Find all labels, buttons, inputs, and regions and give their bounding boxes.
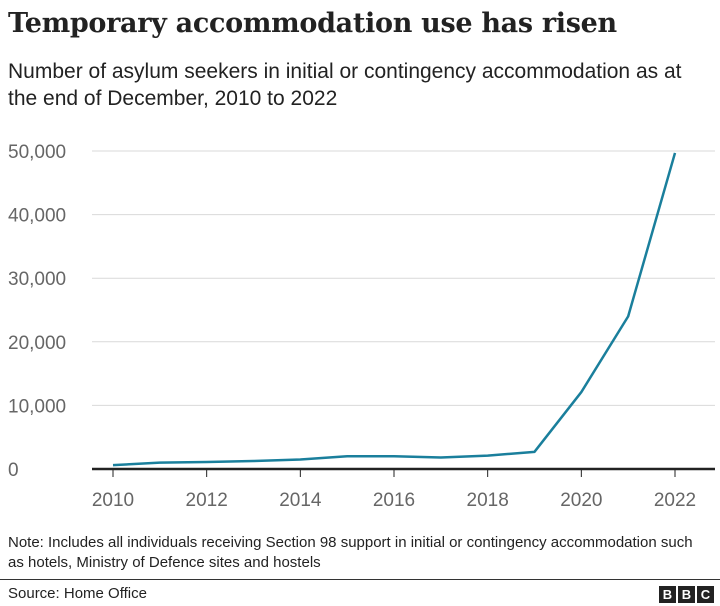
logo-letter: C — [697, 586, 714, 603]
bbc-logo: B B C — [659, 586, 714, 603]
x-tick-label: 2016 — [373, 490, 415, 511]
footer-divider — [0, 579, 720, 580]
y-tick-label: 30,000 — [8, 269, 66, 290]
x-tick-label: 2014 — [279, 490, 322, 511]
x-tick-label: 2020 — [560, 490, 602, 511]
y-tick-label: 0 — [8, 460, 19, 481]
logo-letter: B — [678, 586, 695, 603]
chart-note: Note: Includes all individuals receiving… — [8, 534, 693, 571]
y-tick-label: 50,000 — [8, 142, 66, 163]
chart-subtitle: Number of asylum seekers in initial or c… — [8, 60, 682, 110]
x-tick-label: 2022 — [654, 490, 696, 511]
x-tick-label: 2012 — [186, 490, 228, 511]
y-tick-label: 10,000 — [8, 396, 66, 417]
source-text: Source: Home Office — [8, 585, 147, 602]
y-tick-label: 40,000 — [8, 206, 66, 227]
y-tick-label: 20,000 — [8, 333, 66, 354]
x-tick-label: 2010 — [92, 490, 134, 511]
logo-letter: B — [659, 586, 676, 603]
data-line — [112, 152, 677, 467]
chart-title: Temporary accommodation use has risen — [8, 8, 617, 39]
line-chart: 0 10,000 20,000 30,000 40,000 50,000 2010 2012 2… — [8, 142, 715, 511]
x-tick-label: 2018 — [467, 490, 509, 511]
